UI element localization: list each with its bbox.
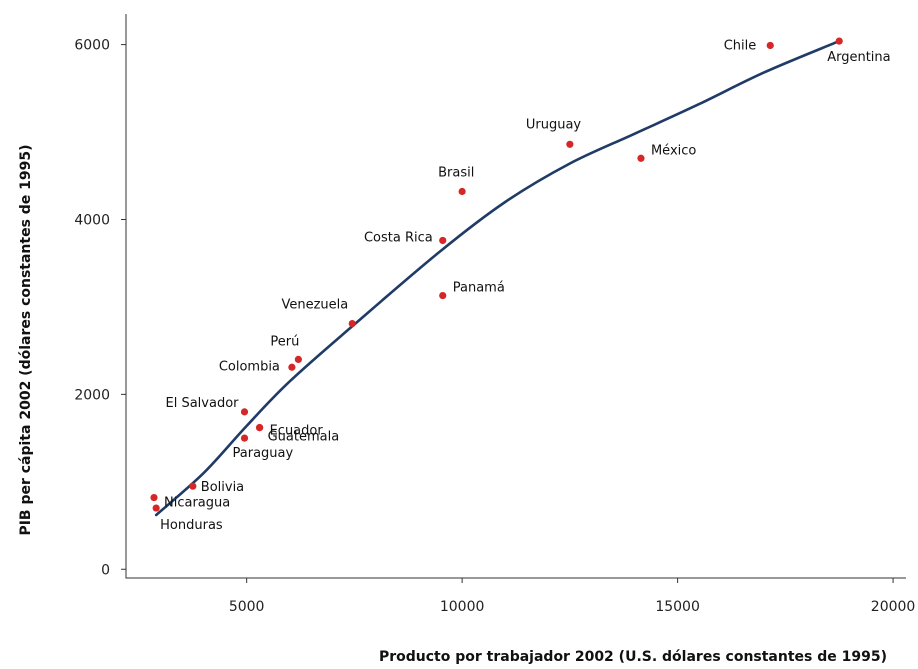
label-panama: Panamá — [453, 281, 505, 296]
labels-layer: Chile Argentina Uruguay México Brasil Costa R… — [160, 38, 890, 533]
point-chile — [766, 41, 774, 50]
label-el-salvador: El Salvador — [166, 396, 240, 411]
label-argentina: Argentina — [827, 50, 890, 65]
label-honduras: Honduras — [160, 518, 223, 533]
y-tick-label: 6000 — [74, 38, 110, 54]
point-brasil — [458, 187, 466, 196]
label-bolivia: Bolivia — [201, 480, 244, 495]
label-chile: Chile — [724, 38, 757, 53]
point-panama — [439, 291, 447, 300]
point-costa-rica — [439, 236, 447, 245]
point-honduras — [152, 504, 160, 512]
x-axis-title: Producto por trabajador 2002 (U.S. dólar… — [379, 649, 887, 665]
trend-line — [154, 39, 841, 517]
point-mexico — [637, 154, 645, 162]
label-costa-rica: Costa Rica — [364, 230, 433, 245]
label-guatemala: Guatemala — [268, 430, 340, 445]
point-peru — [294, 355, 302, 363]
point-el-salvador — [240, 408, 249, 416]
axis-frame — [125, 14, 906, 579]
label-mexico: México — [651, 143, 696, 158]
label-uruguay: Uruguay — [526, 117, 582, 132]
label-peru: Perú — [270, 334, 299, 349]
point-guatemala — [255, 424, 264, 432]
point-argentina — [835, 37, 843, 45]
points-layer — [150, 37, 843, 512]
label-colombia: Colombia — [219, 359, 280, 374]
y-tick-label: 4000 — [74, 212, 110, 228]
y-axis-title: PIB per cápita 2002 (dólares constantes … — [18, 144, 34, 535]
point-bolivia — [189, 482, 197, 490]
label-brasil: Brasil — [438, 166, 474, 181]
x-tick-label: 5000 — [229, 599, 265, 615]
point-paraguay — [240, 434, 249, 442]
label-venezuela: Venezuela — [281, 298, 348, 313]
label-nicaragua: Nicaragua — [164, 496, 230, 511]
y-tick-label: 0 — [101, 562, 110, 578]
y-tick-label: 2000 — [74, 387, 110, 403]
trend-layer — [154, 39, 841, 517]
point-uruguay — [566, 140, 574, 148]
label-paraguay: Paraguay — [233, 446, 294, 461]
x-tick-label: 20000 — [871, 599, 916, 615]
x-tick-label: 10000 — [440, 599, 485, 615]
x-tick-label: 15000 — [655, 599, 700, 615]
point-colombia — [288, 363, 296, 371]
point-venezuela — [348, 319, 356, 328]
point-nicaragua — [150, 493, 158, 502]
axes: 5000 10000 15000 20000 0 2000 4000 6000 — [74, 14, 915, 615]
label-ecuador: Ecuador — [270, 424, 324, 439]
